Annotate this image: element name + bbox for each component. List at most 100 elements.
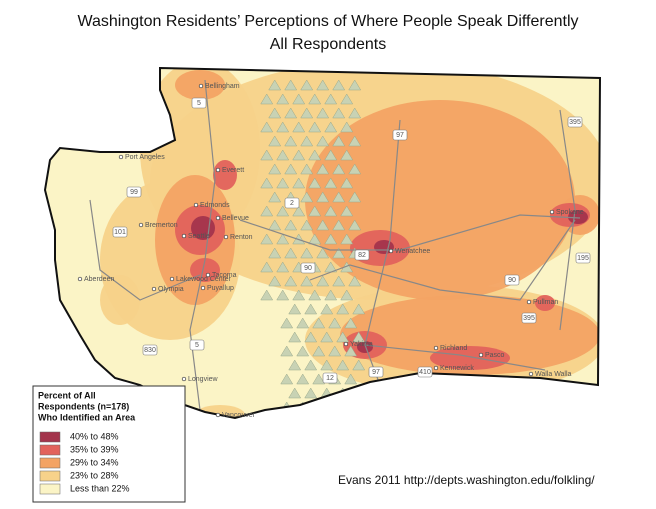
- mountain: [300, 191, 314, 203]
- mountain: [308, 121, 322, 133]
- city-label: Pasco: [485, 352, 505, 359]
- mountain: [316, 107, 330, 119]
- road: [364, 344, 546, 371]
- mountain: [284, 79, 298, 91]
- city-dot: [433, 365, 439, 371]
- mountain: [320, 303, 334, 315]
- highway-shield: [126, 186, 142, 198]
- legend-label: 23% to 28%: [70, 470, 119, 480]
- city-dot: [223, 234, 229, 240]
- city-label: Bellevue: [222, 215, 249, 222]
- mountain: [288, 331, 302, 343]
- mountain: [352, 331, 366, 343]
- legend-title: Percent of All: [38, 390, 96, 400]
- mountain: [268, 79, 282, 91]
- mountain: [332, 107, 346, 119]
- mountain: [352, 415, 366, 418]
- city-dot: [193, 202, 199, 208]
- city-label: Kennewick: [440, 365, 474, 372]
- city-dot: [478, 352, 484, 358]
- city-dot: [151, 286, 157, 292]
- mountain: [276, 93, 290, 105]
- mountain: [260, 93, 274, 105]
- city-dot: [118, 154, 124, 160]
- highway-label: 395: [569, 119, 581, 126]
- mountain: [332, 191, 346, 203]
- mountain: [336, 415, 350, 418]
- legend-swatch: [39, 470, 61, 482]
- mountain: [332, 79, 346, 91]
- mountain: [280, 345, 294, 357]
- mountain: [260, 121, 274, 133]
- mountain: [260, 233, 274, 245]
- city-dot: [205, 272, 211, 278]
- mountain: [312, 401, 326, 413]
- mountain: [284, 275, 298, 287]
- city-dot: [549, 209, 555, 215]
- mountain: [328, 317, 342, 329]
- mountain: [280, 317, 294, 329]
- heat-zone: [213, 160, 237, 190]
- mountain: [320, 359, 334, 371]
- city-label: Seattle: [188, 233, 210, 240]
- mountain: [292, 177, 306, 189]
- mountain: [340, 93, 354, 105]
- highway-label: 410: [419, 369, 431, 376]
- city-dot: [200, 285, 206, 291]
- mountain: [340, 121, 354, 133]
- state-outline: [43, 66, 602, 420]
- highway-label: 2: [290, 200, 294, 207]
- highway-shield: [284, 197, 300, 209]
- mountain: [336, 359, 350, 371]
- mountain: [308, 289, 322, 301]
- mountain: [304, 415, 318, 418]
- city-label: Vancouver: [222, 412, 256, 419]
- highway-label: 5: [197, 100, 201, 107]
- mountain: [308, 177, 322, 189]
- mountain: [304, 359, 318, 371]
- mountain: [332, 247, 346, 259]
- mountain: [324, 233, 338, 245]
- mountain: [320, 415, 334, 418]
- city-dot: [215, 412, 221, 418]
- mountain: [352, 303, 366, 315]
- legend-label: 35% to 39%: [70, 444, 119, 454]
- mountain: [268, 219, 282, 231]
- mountain: [268, 247, 282, 259]
- city-label: Everett: [222, 167, 244, 174]
- heat-zone: [430, 346, 510, 370]
- mountain: [340, 177, 354, 189]
- mountain: [348, 79, 362, 91]
- mountain: [336, 331, 350, 343]
- heat-zone: [568, 210, 588, 224]
- city-dot: [77, 276, 83, 282]
- mountain: [268, 191, 282, 203]
- city-dot: [526, 299, 532, 305]
- highway-label: 5: [195, 342, 199, 349]
- mountain: [288, 415, 302, 418]
- mountain: [344, 345, 358, 357]
- mountain: [284, 219, 298, 231]
- legend-swatch: [39, 444, 61, 456]
- mountain: [324, 289, 338, 301]
- mountain: [308, 205, 322, 217]
- mountain: [340, 289, 354, 301]
- heat-zone: [357, 341, 373, 353]
- mountain: [300, 163, 314, 175]
- mountain: [336, 303, 350, 315]
- mountain: [296, 373, 310, 385]
- mountain: [260, 149, 274, 161]
- mountain: [284, 135, 298, 147]
- highway-label: 395: [523, 315, 535, 322]
- mountain: [316, 219, 330, 231]
- highway-shield: [300, 262, 316, 274]
- mountain: [292, 93, 306, 105]
- mountain: [276, 205, 290, 217]
- mountain: [308, 93, 322, 105]
- mountain: [288, 359, 302, 371]
- mountain: [276, 261, 290, 273]
- subtitle: All Respondents: [270, 36, 387, 53]
- mountain: [288, 303, 302, 315]
- mountain: [340, 205, 354, 217]
- mountain: [300, 247, 314, 259]
